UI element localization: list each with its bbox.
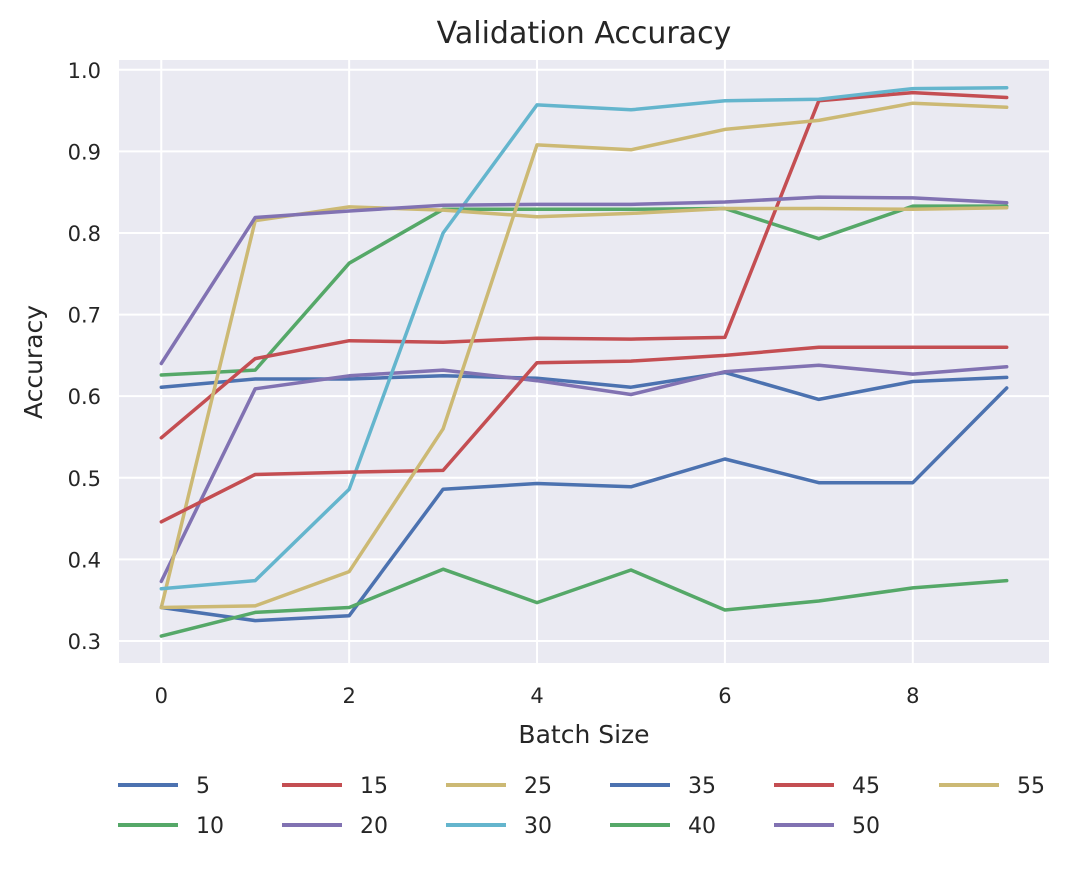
legend-label-25: 25 (524, 774, 552, 799)
x-tick-label: 6 (718, 684, 731, 708)
series-line-50 (159, 195, 1009, 366)
legend-label-40: 40 (688, 814, 716, 839)
x-tick-label: 8 (906, 684, 919, 708)
legend-label-20: 20 (360, 814, 388, 839)
series-lines (159, 85, 1009, 638)
y-tick-label: 0.5 (68, 467, 101, 491)
legend-label-55: 55 (1017, 774, 1045, 799)
series-line-30 (159, 85, 1009, 591)
legend-label-15: 15 (360, 774, 388, 799)
y-axis-ticks: 0.3 0.4 0.5 0.6 0.7 0.8 0.9 1.0 (68, 59, 101, 654)
series-line-5 (159, 370, 1009, 402)
legend-label-5: 5 (196, 774, 210, 799)
x-axis-label: Batch Size (518, 720, 649, 749)
legend-label-45: 45 (852, 774, 880, 799)
x-tick-label: 0 (155, 684, 168, 708)
x-tick-label: 2 (342, 684, 355, 708)
legend-label-50: 50 (852, 814, 880, 839)
series-line-20 (159, 363, 1009, 584)
legend: 5 10 15 20 25 30 35 40 45 50 55 (118, 774, 1045, 839)
legend-label-30: 30 (524, 814, 552, 839)
y-tick-label: 0.6 (68, 385, 101, 409)
y-tick-label: 0.3 (68, 630, 101, 654)
chart-title: Validation Accuracy (437, 16, 732, 51)
series-line-35 (159, 386, 1009, 623)
series-line-55 (159, 101, 1009, 610)
y-tick-label: 0.8 (68, 222, 101, 246)
y-tick-label: 1.0 (68, 59, 101, 83)
y-tick-label: 0.7 (68, 304, 101, 328)
x-axis-ticks: 0 2 4 6 8 (155, 684, 920, 708)
legend-label-10: 10 (196, 814, 224, 839)
legend-label-35: 35 (688, 774, 716, 799)
y-tick-label: 0.9 (68, 140, 101, 164)
x-tick-label: 4 (530, 684, 543, 708)
y-axis-label: Accuracy (19, 305, 48, 419)
y-tick-label: 0.4 (68, 548, 101, 572)
series-line-15 (159, 90, 1009, 440)
series-line-45 (159, 345, 1009, 524)
series-line-40 (159, 567, 1009, 638)
series-line-10 (159, 204, 1009, 377)
